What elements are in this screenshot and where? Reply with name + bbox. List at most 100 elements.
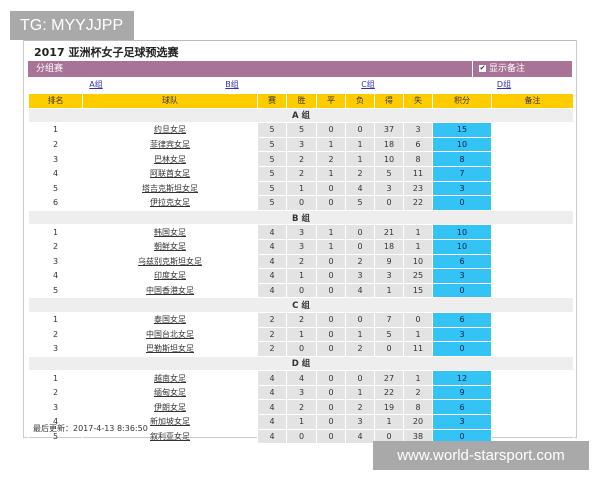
last-updated: 最后更新：2017-4-13 8:36:50	[33, 424, 148, 433]
cell-team[interactable]: 朝鲜女足	[82, 238, 258, 255]
cell-team[interactable]: 巴勒斯坦女足	[82, 341, 258, 357]
cell-lost: 5	[345, 195, 375, 211]
cell-goals-against: 20	[403, 414, 433, 430]
cell-team[interactable]: 韩国女足	[82, 224, 258, 240]
cell-drawn: 0	[316, 428, 346, 445]
cell-won: 1	[286, 268, 317, 284]
cell-lost: 1	[345, 151, 375, 167]
cell-points: 3	[432, 268, 492, 284]
cell-goals-against: 3	[403, 122, 433, 138]
cell-lost: 2	[345, 399, 375, 416]
table-row: 2 中国台北女足 2 1 0 1 5 1 3	[28, 326, 574, 343]
cell-played: 4	[257, 268, 287, 284]
cell-goals-against: 1	[403, 326, 433, 343]
group-link-d[interactable]: D组	[496, 80, 512, 89]
cell-won: 0	[286, 282, 317, 299]
column-header: 赛	[257, 93, 287, 109]
group-links: A组 B组 C组 D组	[28, 78, 572, 92]
cell-played: 4	[257, 399, 287, 416]
cell-drawn: 1	[316, 165, 346, 182]
cell-notes	[491, 414, 574, 430]
cell-lost: 2	[345, 341, 375, 357]
cell-goals-for: 19	[374, 399, 404, 416]
group-link-c[interactable]: C组	[361, 80, 375, 89]
cell-points: 8	[432, 151, 492, 167]
column-header: 备注	[491, 93, 574, 109]
column-header: 负	[345, 93, 375, 109]
cell-points: 3	[432, 414, 492, 430]
cell-notes	[491, 238, 574, 255]
cell-team[interactable]: 缅甸女足	[82, 384, 258, 401]
column-header: 排名	[28, 93, 83, 109]
cell-goals-for: 10	[374, 151, 404, 167]
cell-lost: 1	[345, 326, 375, 343]
cell-team[interactable]: 阿联酋女足	[82, 165, 258, 182]
table-row: 4 新加坡女足 4 1 0 3 1 20 3	[28, 414, 574, 430]
cell-team[interactable]: 乌兹别克斯坦女足	[82, 253, 258, 270]
cell-goals-for: 0	[374, 195, 404, 211]
cell-drawn: 0	[316, 268, 346, 284]
cell-team[interactable]: 塔吉克斯坦女足	[82, 180, 258, 197]
cell-goals-against: 10	[403, 253, 433, 270]
checkbox-icon[interactable]: ✔	[479, 64, 486, 72]
table-row: 3 乌兹别克斯坦女足 4 2 0 2 9 10 6	[28, 253, 574, 270]
cell-notes	[491, 384, 574, 401]
cell-goals-against: 1	[403, 224, 433, 240]
cell-rank: 1	[28, 370, 83, 386]
cell-rank: 3	[28, 253, 83, 270]
cell-points: 15	[432, 122, 492, 138]
cell-goals-for: 7	[374, 311, 404, 328]
cell-rank: 1	[28, 311, 83, 328]
cell-points: 6	[432, 399, 492, 416]
cell-team[interactable]: 菲律宾女足	[82, 136, 258, 153]
cell-team[interactable]: 印度女足	[82, 268, 258, 284]
cell-rank: 2	[28, 384, 83, 401]
cell-team[interactable]: 约旦女足	[82, 122, 258, 138]
standings-table: 排名 球队赛胜平负得失积分 备注 A 组 1 约旦女足 5 5 0 0 37 3 15 2 菲律宾女足 5 3…	[28, 93, 574, 445]
cell-team[interactable]: 叙利亚女足	[82, 428, 258, 445]
cell-rank: 5	[28, 180, 83, 197]
cell-won: 1	[286, 180, 317, 197]
show-notes-toggle[interactable]: ✔ 显示备注	[472, 61, 572, 77]
cell-lost: 1	[345, 384, 375, 401]
cell-team[interactable]: 巴林女足	[82, 151, 258, 167]
cell-goals-for: 18	[374, 136, 404, 153]
cell-lost: 3	[345, 268, 375, 284]
cell-team[interactable]: 中国台北女足	[82, 326, 258, 343]
cell-drawn: 0	[316, 311, 346, 328]
cell-played: 5	[257, 195, 287, 211]
cell-drawn: 0	[316, 384, 346, 401]
cell-goals-for: 0	[374, 428, 404, 445]
cell-rank: 4	[28, 268, 83, 284]
cell-team[interactable]: 中国香港女足	[82, 282, 258, 299]
group-link-a[interactable]: A组	[89, 80, 103, 89]
cell-team[interactable]: 伊朗女足	[82, 399, 258, 416]
cell-notes	[491, 399, 574, 416]
cell-played: 5	[257, 136, 287, 153]
group-link-b[interactable]: B组	[225, 80, 239, 89]
cell-points: 10	[432, 136, 492, 153]
standings-panel: 2017 亚洲杯女子足球预选赛 分组赛 ✔ 显示备注 A组 B组 C组 D组 排名…	[23, 40, 577, 445]
cell-won: 3	[286, 224, 317, 240]
cell-rank: 3	[28, 399, 83, 416]
watermark-top: TG: MYYJJPP	[10, 11, 134, 40]
cell-points: 10	[432, 224, 492, 240]
cell-played: 5	[257, 165, 287, 182]
table-row: 2 缅甸女足 4 3 0 1 22 2 9	[28, 384, 574, 401]
cell-team[interactable]: 越南女足	[82, 370, 258, 386]
cell-rank: 2	[28, 326, 83, 343]
table-row: 1 泰国女足 2 2 0 0 7 0 6	[28, 311, 574, 328]
cell-goals-for: 3	[374, 180, 404, 197]
cell-drawn: 0	[316, 195, 346, 211]
cell-goals-for: 9	[374, 253, 404, 270]
cell-lost: 1	[345, 136, 375, 153]
cell-team[interactable]: 伊拉克女足	[82, 195, 258, 211]
table-row: 1 韩国女足 4 3 1 0 21 1 10	[28, 224, 574, 240]
cell-notes	[491, 311, 574, 328]
cell-notes	[491, 253, 574, 270]
cell-points: 0	[432, 195, 492, 211]
cell-lost: 0	[345, 224, 375, 240]
cell-team[interactable]: 泰国女足	[82, 311, 258, 328]
cell-won: 4	[286, 370, 317, 386]
cell-won: 2	[286, 151, 317, 167]
